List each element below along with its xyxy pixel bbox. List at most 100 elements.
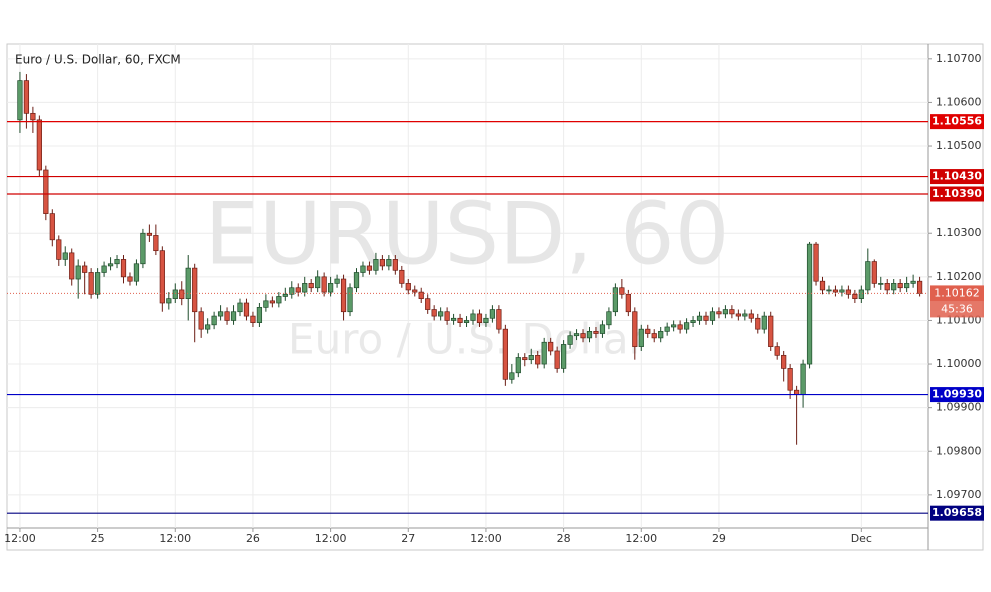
candle-body: [172, 289, 178, 299]
candle-body: [308, 283, 314, 289]
candle-body: [230, 311, 237, 321]
y-tick-label: 1.10700: [936, 52, 982, 65]
level-label: 1.10430: [932, 170, 982, 183]
candle-body: [49, 213, 55, 241]
candle-body: [722, 309, 729, 315]
x-tick-label: 28: [557, 532, 571, 545]
candle-body: [806, 243, 813, 365]
y-tick-label: 1.10600: [936, 95, 982, 108]
candle-body: [470, 313, 476, 321]
candle-body: [845, 289, 852, 295]
candle-body: [904, 283, 910, 289]
candle-body: [515, 357, 521, 374]
candle-body: [709, 311, 716, 321]
level-label: 1.10556: [932, 115, 982, 128]
candle-body: [891, 283, 897, 291]
x-tick-label: 27: [401, 532, 415, 545]
candle-body: [107, 263, 114, 267]
candle-body: [761, 315, 767, 330]
candle-body: [541, 341, 547, 365]
candle-body: [787, 368, 793, 391]
candle-body: [651, 333, 657, 339]
countdown-box: [930, 301, 984, 318]
candle-body: [347, 287, 353, 313]
candle-body: [373, 259, 379, 271]
candle-body: [496, 309, 502, 330]
candle-body: [832, 289, 839, 293]
y-tick-label: 1.10200: [936, 270, 982, 283]
candle-body: [703, 315, 709, 321]
candle-body: [23, 80, 30, 114]
candle-body: [800, 363, 806, 395]
candle-body: [243, 302, 250, 317]
candle-body: [476, 313, 483, 323]
candle-body: [755, 317, 761, 330]
candle-body: [528, 354, 534, 361]
candle-body: [916, 280, 923, 294]
candle-body: [43, 169, 49, 214]
candle-body: [36, 119, 42, 171]
y-tick-label: 1.09900: [936, 401, 982, 414]
candle-body: [166, 298, 172, 304]
candle-body: [897, 283, 903, 289]
candle-body: [742, 313, 748, 317]
candle-body: [664, 326, 670, 332]
x-tick-label: 25: [91, 532, 105, 545]
candle-body: [826, 289, 832, 292]
candle-body: [865, 261, 871, 291]
level-label-box: [930, 387, 984, 403]
candle-body: [444, 311, 450, 321]
candle-body: [289, 287, 295, 295]
candle-body: [146, 232, 153, 236]
candle-body: [120, 259, 127, 278]
candle-body: [315, 276, 321, 289]
candle-body: [159, 250, 165, 304]
x-tick-label: 12:00: [625, 532, 657, 545]
x-tick-label: 26: [246, 532, 260, 545]
candle-body: [774, 346, 780, 356]
candle-body: [548, 341, 554, 352]
candle-body: [638, 328, 644, 347]
candle-body: [729, 309, 735, 315]
candle-body: [133, 263, 140, 282]
candle-body: [554, 350, 560, 369]
candle-body: [256, 307, 263, 323]
level-label-box: [930, 169, 984, 185]
candle-body: [250, 315, 256, 323]
candle-body: [748, 313, 754, 319]
candle-body: [677, 324, 683, 330]
candle-body: [425, 298, 431, 310]
candle-body: [418, 291, 424, 299]
candle-body: [82, 265, 88, 273]
level-label-box: [930, 186, 984, 202]
candle-body: [858, 289, 864, 299]
candle-body: [366, 265, 373, 271]
chart-title: Euro / U.S. Dollar, 60, FXCM: [15, 53, 181, 67]
candle-body: [386, 259, 392, 267]
candle-body: [140, 232, 146, 265]
candle-body: [17, 80, 23, 121]
candle-body: [586, 330, 593, 339]
candle-body: [334, 278, 340, 284]
candle-body: [567, 335, 573, 345]
candle-body: [185, 267, 191, 299]
candle-body: [599, 324, 606, 334]
candle-body: [580, 333, 586, 339]
candle-body: [522, 357, 528, 361]
candle-body: [690, 320, 696, 323]
candle-body: [211, 315, 217, 326]
x-tick-label: 12:00: [470, 532, 502, 545]
candle-body: [237, 302, 243, 313]
candle-body: [62, 252, 68, 260]
x-tick-label: 12:00: [315, 532, 347, 545]
candle-body: [392, 259, 398, 271]
candle-body: [276, 296, 282, 304]
grid: [7, 44, 928, 528]
candle-body: [735, 313, 741, 317]
candle-body: [671, 324, 677, 328]
candle-body: [263, 300, 269, 308]
candle-body: [696, 315, 703, 321]
candle-body: [502, 328, 508, 380]
candle-body: [489, 309, 496, 319]
candle-body: [852, 293, 858, 299]
